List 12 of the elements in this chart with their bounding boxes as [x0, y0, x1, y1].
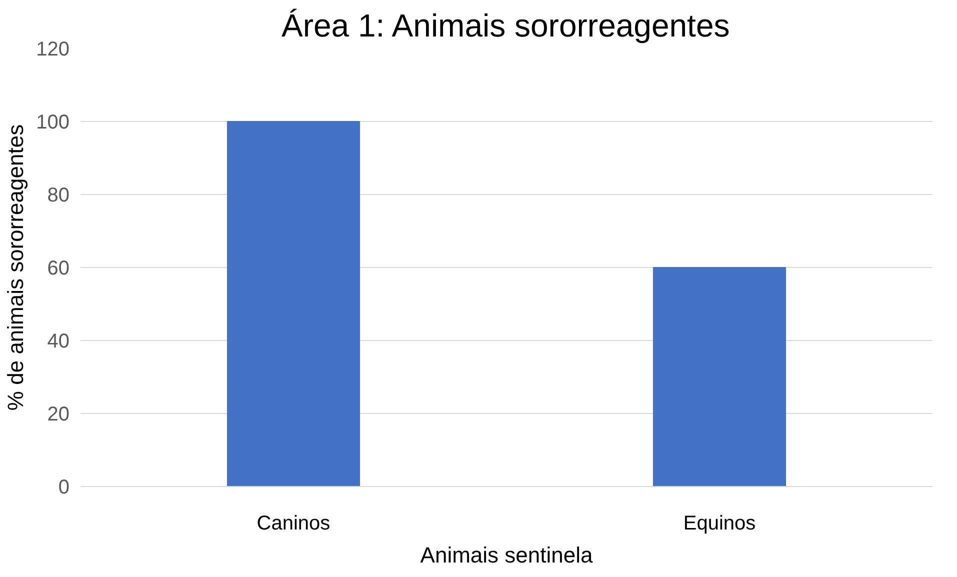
- x-tick-label: Equinos: [683, 512, 756, 534]
- x-tick-label: Caninos: [256, 512, 330, 534]
- y-tick-label: 0: [58, 476, 70, 498]
- y-tick-label: 60: [47, 258, 70, 280]
- y-tick-label: 80: [47, 184, 70, 206]
- chart-title: Área 1: Animais sororreagentes: [282, 8, 730, 44]
- y-tick-label: 40: [47, 330, 70, 352]
- y-axis-title: % de animais sororreagentes: [3, 124, 28, 411]
- y-tick-label: 20: [47, 404, 70, 426]
- x-axis-title: Animais sentinela: [420, 542, 594, 568]
- y-tick-label: 120: [36, 38, 70, 60]
- y-tick-label: 100: [36, 112, 70, 134]
